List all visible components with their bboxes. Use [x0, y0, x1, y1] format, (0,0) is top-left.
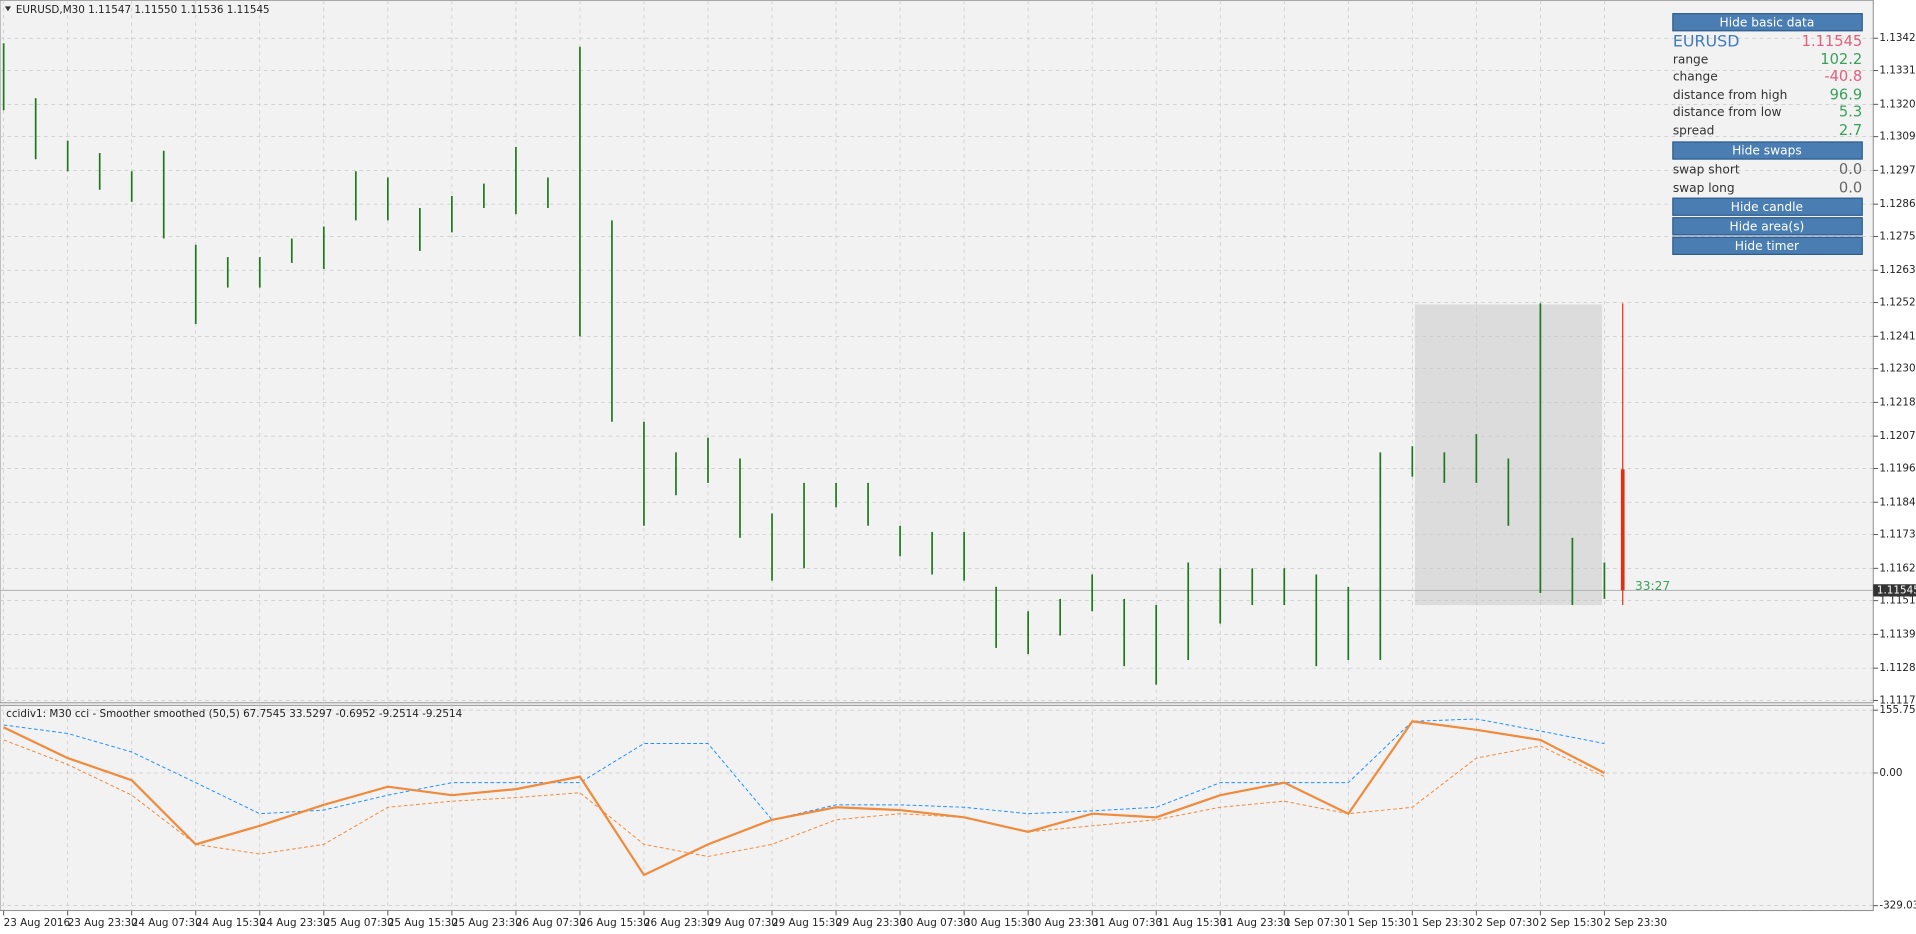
x-tick-label: 25 Aug 23:30 — [452, 917, 522, 929]
x-tick-label: 23 Aug 23:30 — [68, 917, 138, 929]
x-tick-label: 24 Aug 23:30 — [260, 917, 330, 929]
row-label: change — [1673, 70, 1718, 84]
y-tick-label: 1.13090 — [1879, 131, 1916, 143]
last-price-label: 1.11545 — [1877, 584, 1916, 596]
y-tick-label: 1.12410 — [1879, 330, 1916, 342]
bid-price: 1.11545 — [1802, 33, 1863, 50]
mark-layer — [2, 43, 1625, 877]
x-tick-label: 1 Sep 15:30 — [1348, 917, 1411, 929]
button-label[interactable]: Hide candle — [1731, 200, 1803, 214]
x-tick-label: 2 Sep 15:30 — [1540, 917, 1603, 929]
row-label: spread — [1673, 123, 1715, 137]
x-tick-label: 2 Sep 23:30 — [1604, 917, 1667, 929]
y-tick-label: 1.11395 — [1879, 628, 1916, 640]
x-tick-label: 26 Aug 15:30 — [580, 917, 650, 929]
y-tick-label: 1.12635 — [1879, 264, 1916, 276]
indicator-line — [3, 739, 1605, 857]
indicator-line — [3, 718, 1605, 821]
row-value: 102.2 — [1820, 51, 1862, 68]
x-tick-label: 1 Sep 07:30 — [1284, 917, 1347, 929]
row-value: 2.7 — [1839, 122, 1862, 139]
x-tick-label: 23 Aug 2016 — [4, 917, 70, 929]
row-label: distance from high — [1673, 88, 1787, 102]
y-tick-label: 0.00 — [1879, 767, 1902, 779]
range-area — [1415, 304, 1602, 606]
row-label: distance from low — [1673, 105, 1782, 119]
symbol: EURUSD — [1673, 31, 1740, 50]
row-label: swap short — [1673, 163, 1740, 177]
x-tick-label: 2 Sep 07:30 — [1476, 917, 1539, 929]
chart-header: EURUSD,M30 1.11547 1.11550 1.11536 1.115… — [16, 4, 270, 16]
y-tick-label: 1.11170 — [1879, 694, 1916, 706]
info-panel: Hide basic data EURUSD 1.11545 range 102… — [1672, 13, 1863, 255]
last-price-box — [1873, 584, 1916, 597]
y-tick-label: 1.13200 — [1879, 98, 1916, 110]
row-label: range — [1673, 53, 1708, 67]
x-tick-label: 24 Aug 07:30 — [132, 917, 202, 929]
y-tick-label: 1.11845 — [1879, 496, 1916, 508]
y-tick-label: -329.0326 — [1879, 900, 1916, 912]
y-tick-label: 1.12750 — [1879, 230, 1916, 242]
y-tick-label: 1.11735 — [1879, 529, 1916, 541]
x-tick-label: 30 Aug 07:30 — [900, 917, 970, 929]
y-tick-label: 1.12975 — [1879, 164, 1916, 176]
menu-arrow[interactable] — [4, 6, 11, 12]
x-tick-label: 26 Aug 23:30 — [644, 917, 714, 929]
x-tick-label: 25 Aug 07:30 — [324, 917, 394, 929]
row-label: swap long — [1673, 181, 1735, 195]
y-tick-label: 1.13425 — [1879, 32, 1916, 44]
y-tick-label: 1.12300 — [1879, 363, 1916, 375]
button[interactable] — [1672, 13, 1863, 32]
button[interactable] — [1672, 141, 1863, 160]
candle-timer: 33:27 — [1635, 579, 1670, 593]
row-value: 96.9 — [1830, 87, 1863, 104]
y-tick-label: 1.11960 — [1879, 462, 1916, 474]
x-tick-label: 1 Sep 23:30 — [1412, 917, 1475, 929]
indicator-header: ccidiv1: M30 cci - Smoother smoothed (50… — [6, 708, 462, 720]
x-tick-label: 24 Aug 15:30 — [196, 917, 266, 929]
button[interactable] — [1672, 197, 1863, 216]
x-tick-label: 25 Aug 15:30 — [388, 917, 458, 929]
button-label[interactable]: Hide basic data — [1720, 15, 1815, 29]
y-tick-label: 1.12185 — [1879, 396, 1916, 408]
button[interactable] — [1672, 217, 1863, 236]
x-tick-label: 31 Aug 07:30 — [1092, 917, 1162, 929]
x-tick-label: 26 Aug 07:30 — [516, 917, 586, 929]
x-tick-label: 29 Aug 07:30 — [708, 917, 778, 929]
x-tick-label: 31 Aug 15:30 — [1156, 917, 1226, 929]
y-tick-label: 1.11280 — [1879, 662, 1916, 674]
x-tick-label: 30 Aug 15:30 — [964, 917, 1034, 929]
y-tick-label: 1.11510 — [1879, 595, 1916, 607]
y-tick-label: 1.11620 — [1879, 562, 1916, 574]
indicator-line — [3, 720, 1605, 877]
x-tick-label: 31 Aug 23:30 — [1220, 917, 1290, 929]
y-tick-label: 1.12525 — [1879, 297, 1916, 309]
current-bar-body — [1620, 469, 1625, 591]
button[interactable] — [1672, 236, 1863, 255]
y-tick-label: 1.13315 — [1879, 65, 1916, 77]
indicator-plot-area — [0, 704, 1874, 912]
y-tick-label: 1.12070 — [1879, 430, 1916, 442]
row-value: 0.0 — [1839, 179, 1862, 196]
y-tick-label: 1.12860 — [1879, 198, 1916, 210]
y-tick-label: 155.7578 — [1879, 704, 1916, 716]
row-value: 5.3 — [1839, 104, 1862, 121]
x-tick-label: 30 Aug 23:30 — [1028, 917, 1098, 929]
row-value: -40.8 — [1824, 68, 1862, 85]
button-label[interactable]: Hide swaps — [1732, 144, 1802, 158]
x-tick-label: 29 Aug 15:30 — [772, 917, 842, 929]
button-label[interactable]: Hide timer — [1735, 239, 1800, 253]
button-label[interactable]: Hide area(s) — [1730, 219, 1805, 233]
x-tick-label: 29 Aug 23:30 — [836, 917, 906, 929]
row-value: 0.0 — [1839, 161, 1862, 178]
